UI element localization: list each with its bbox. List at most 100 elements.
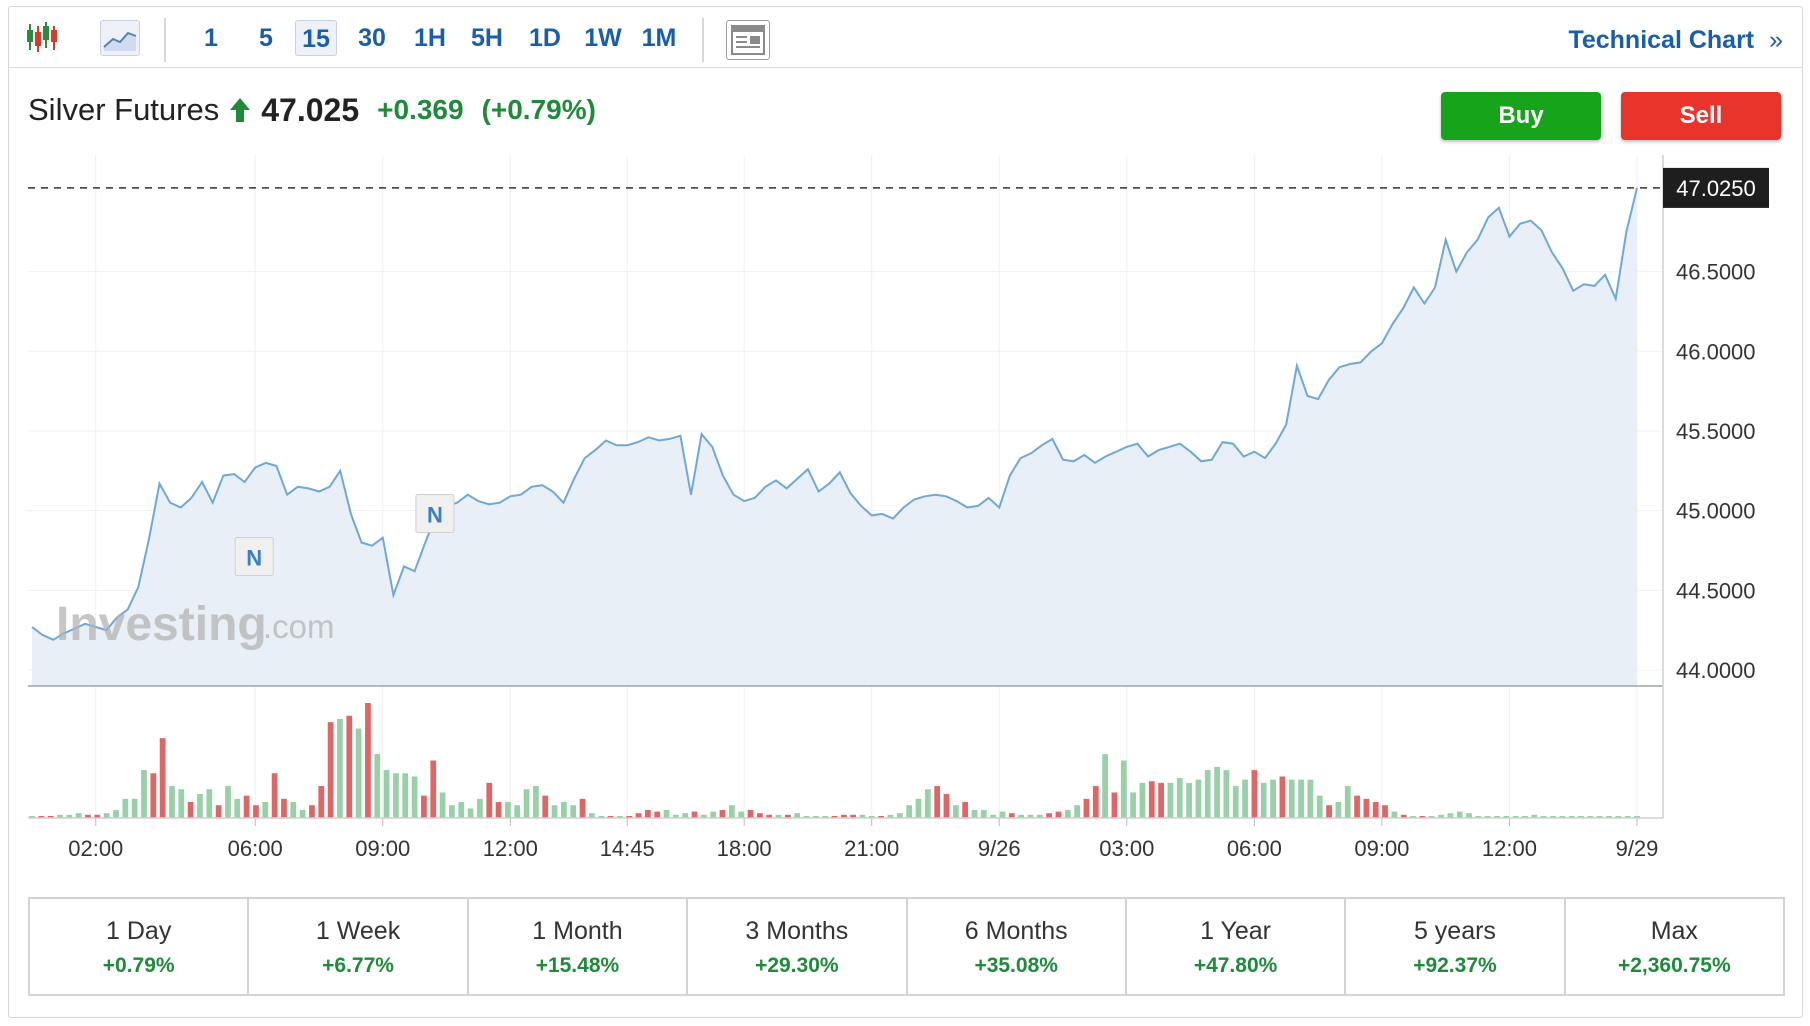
candlestick-icon[interactable] [24, 20, 64, 56]
period-6-months[interactable]: 6 Months +35.08% [908, 899, 1127, 994]
instrument-name: Silver Futures [28, 92, 220, 127]
volume-bar [1438, 814, 1444, 818]
volume-bar [1484, 816, 1491, 818]
volume-bar [663, 810, 670, 818]
volume-bar [1568, 816, 1575, 818]
news-marker-box [234, 536, 274, 576]
timeframe-5[interactable]: 5 [259, 24, 273, 52]
period-change: +6.77% [322, 954, 394, 977]
timeframe-5h[interactable]: 5H [471, 24, 503, 52]
sell-button[interactable]: Sell [1621, 92, 1781, 140]
up-arrow-icon [230, 98, 251, 122]
period-label: 6 Months [964, 917, 1068, 945]
x-tick-label: 14:45 [600, 836, 655, 861]
volume-bar [1279, 776, 1286, 818]
volume-bar [253, 805, 259, 818]
period-1-month[interactable]: 1 Month +15.48% [469, 899, 689, 994]
period-max[interactable]: Max +2,360.75% [1566, 899, 1783, 994]
watermark-suffix: .com [263, 608, 335, 645]
volume-bar [1270, 779, 1276, 818]
toolbar-separator [164, 18, 166, 62]
volume-bar [1456, 811, 1463, 818]
timeframe-1m[interactable]: 1M [641, 24, 677, 52]
volume-bar [159, 738, 166, 818]
volume-bar [523, 789, 530, 818]
period-label: 3 Months [745, 917, 849, 945]
area-chart-icon[interactable] [100, 20, 140, 56]
volume-bar [551, 805, 558, 818]
volume-bar [1428, 816, 1435, 818]
volume-bar [57, 814, 63, 818]
period-3-months[interactable]: 3 Months +29.30% [688, 899, 908, 994]
volume-bar [439, 792, 446, 818]
y-tick-label: 46.5000 [1676, 260, 1756, 285]
volume-bar [215, 805, 222, 818]
timeframe-1d[interactable]: 1D [529, 24, 561, 52]
volume-bar [122, 798, 129, 818]
y-tick-label: 44.0000 [1676, 658, 1756, 683]
volume-bar [1055, 811, 1062, 818]
x-tick-label: 03:00 [1099, 836, 1154, 861]
volume-bar [784, 814, 791, 818]
volume-bar [187, 802, 194, 818]
volume-bar [589, 813, 595, 818]
last-price: 47.025 [261, 91, 360, 128]
timeframe-1[interactable]: 1 [204, 24, 218, 52]
volume-bar [29, 816, 35, 818]
period-label: 1 Month [532, 917, 623, 945]
y-tick-label: 46.0000 [1676, 339, 1756, 364]
volume-bar [290, 802, 297, 818]
volume-bar [262, 802, 269, 818]
volume-bar [1391, 811, 1398, 818]
buy-button[interactable]: Buy [1441, 92, 1601, 140]
current-price-box [1663, 167, 1769, 208]
price-change-percent: (+0.79%) [481, 94, 596, 125]
volume-bar [971, 810, 978, 818]
volume-bar [728, 805, 735, 818]
quote-header: Silver Futures 47.025 +0.369 (+0.79%) [28, 90, 596, 130]
volume-bar [831, 816, 838, 818]
timeframe-1h[interactable]: 1H [414, 24, 446, 52]
volume-bar [1326, 805, 1332, 818]
volume-bar [1298, 779, 1304, 818]
volume-bar [1503, 816, 1510, 818]
timeframe-15[interactable]: 15 [295, 20, 337, 56]
volume-bar [1596, 816, 1603, 818]
news-marker[interactable]: N [415, 493, 455, 533]
period-1-week[interactable]: 1 Week +6.77% [249, 899, 469, 994]
technical-chart-link[interactable]: Technical Chart » [1568, 26, 1783, 55]
volume-bar [178, 789, 185, 818]
volume-bar [794, 813, 801, 818]
news-marker-box [415, 493, 455, 533]
volume-bar [1447, 813, 1454, 818]
volume-bar [1288, 779, 1295, 818]
volume-bar [1102, 754, 1108, 818]
x-tick-label: 06:00 [228, 836, 283, 861]
volume-bar [868, 816, 875, 818]
volume-bar [1559, 816, 1566, 818]
volume-bar [197, 794, 203, 818]
period-5-years[interactable]: 5 years +92.37% [1346, 899, 1566, 994]
volume-bar [1634, 816, 1640, 818]
x-tick-label: 06:00 [1227, 836, 1282, 861]
volume-bar [570, 805, 577, 818]
volume-bar [225, 786, 231, 818]
news-layout-icon[interactable] [726, 20, 770, 60]
timeframe-1w[interactable]: 1W [584, 24, 622, 52]
volume-bar [374, 754, 381, 818]
period-1-day[interactable]: 1 Day +0.79% [30, 899, 250, 994]
period-label: 5 years [1413, 917, 1496, 945]
timeframe-30[interactable]: 30 [358, 24, 386, 52]
period-1-year[interactable]: 1 Year +47.80% [1127, 899, 1347, 994]
volume-bar [365, 703, 371, 818]
volume-bar [924, 789, 931, 818]
volume-bar [1083, 798, 1090, 818]
volume-bar [449, 805, 455, 818]
volume-bar [635, 813, 642, 818]
volume-bar [1522, 816, 1528, 818]
y-tick-label: 45.5000 [1676, 419, 1756, 444]
news-marker[interactable]: N [234, 536, 274, 576]
volume-bar [1372, 802, 1379, 818]
price-chart[interactable]: Investing .com 46.5000 46.0000 45.5000 45.0… [0, 0, 1810, 880]
volume-bar [383, 770, 390, 818]
